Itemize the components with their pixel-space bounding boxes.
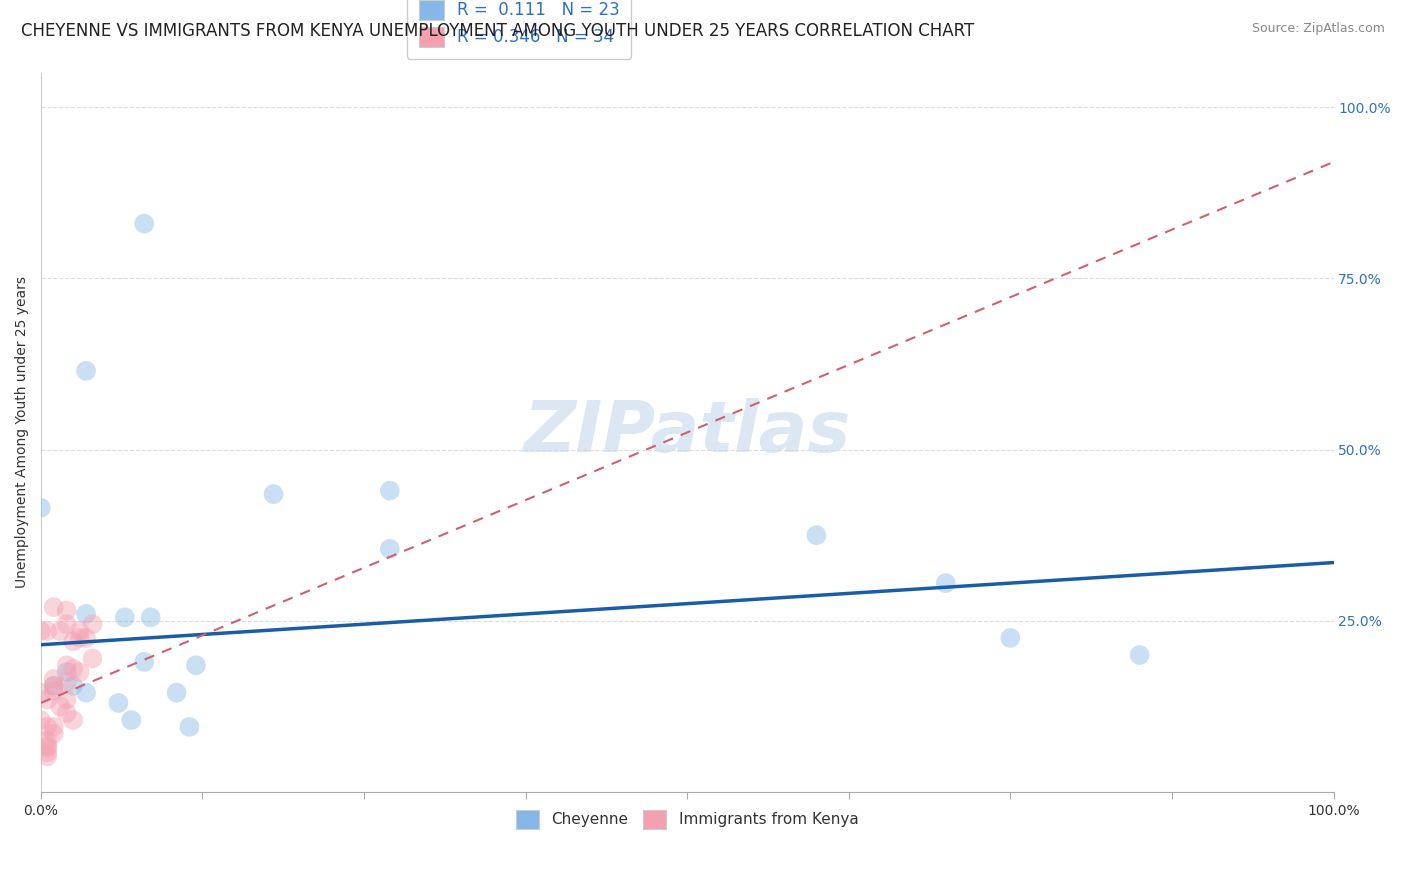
Point: [62, 679, 84, 693]
Point: [75, 364, 97, 378]
Point: [75, 686, 97, 700]
Point: [184, 658, 207, 673]
Legend: Cheyenne, Immigrants from Kenya: Cheyenne, Immigrants from Kenya: [510, 804, 865, 835]
Point: [55, 658, 77, 673]
Point: [30, 500, 52, 515]
Point: [42, 679, 65, 693]
Y-axis label: Unemployment Among Youth under 25 years: Unemployment Among Youth under 25 years: [15, 277, 30, 589]
Point: [378, 541, 401, 556]
Point: [935, 576, 957, 591]
Point: [107, 696, 129, 710]
Point: [69, 631, 91, 645]
Point: [166, 686, 188, 700]
Point: [37, 740, 59, 755]
Point: [1000, 631, 1022, 645]
Point: [69, 665, 91, 680]
Point: [42, 727, 65, 741]
Point: [55, 692, 77, 706]
Point: [55, 675, 77, 690]
Point: [37, 739, 59, 753]
Point: [37, 733, 59, 747]
Point: [42, 679, 65, 693]
Point: [75, 631, 97, 645]
Point: [37, 720, 59, 734]
Point: [134, 655, 156, 669]
Point: [120, 713, 142, 727]
Point: [37, 692, 59, 706]
Point: [37, 749, 59, 764]
Point: [55, 603, 77, 617]
Point: [1129, 648, 1152, 662]
Point: [55, 617, 77, 632]
Point: [42, 720, 65, 734]
Point: [49, 624, 72, 638]
Point: [62, 713, 84, 727]
Point: [134, 217, 156, 231]
Point: [55, 665, 77, 680]
Point: [55, 706, 77, 721]
Point: [114, 610, 136, 624]
Point: [49, 699, 72, 714]
Point: [69, 624, 91, 638]
Text: CHEYENNE VS IMMIGRANTS FROM KENYA UNEMPLOYMENT AMONG YOUTH UNDER 25 YEARS CORREL: CHEYENNE VS IMMIGRANTS FROM KENYA UNEMPL…: [21, 22, 974, 40]
Point: [806, 528, 828, 542]
Text: ZIPatlas: ZIPatlas: [523, 398, 851, 467]
Point: [62, 662, 84, 676]
Point: [42, 683, 65, 698]
Point: [75, 607, 97, 621]
Point: [42, 672, 65, 686]
Point: [139, 610, 162, 624]
Point: [62, 634, 84, 648]
Text: Source: ZipAtlas.com: Source: ZipAtlas.com: [1251, 22, 1385, 36]
Point: [82, 651, 104, 665]
Point: [179, 720, 201, 734]
Point: [42, 600, 65, 615]
Point: [30, 624, 52, 638]
Point: [30, 713, 52, 727]
Point: [37, 745, 59, 759]
Point: [30, 686, 52, 700]
Point: [37, 624, 59, 638]
Point: [82, 617, 104, 632]
Point: [378, 483, 401, 498]
Point: [263, 487, 285, 501]
